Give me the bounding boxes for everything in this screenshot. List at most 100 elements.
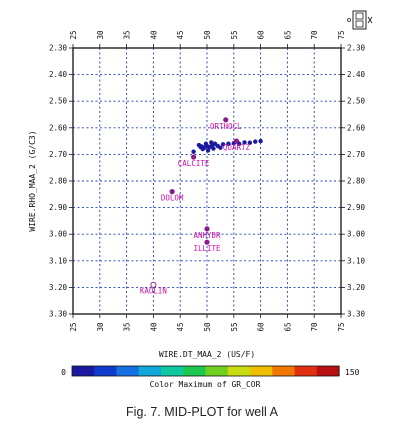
mineral-marker: [204, 239, 210, 245]
colorbar-max-label: 150: [345, 368, 360, 377]
mineral-marker: [169, 189, 175, 195]
x-tick-label-bottom: 25: [69, 322, 78, 331]
mineral-label: CALCITE: [178, 159, 210, 168]
x-tick-label-top: 30: [96, 30, 105, 40]
data-point: [191, 149, 196, 154]
data-point: [242, 140, 247, 145]
x-tick-label-top: 45: [176, 30, 185, 39]
y-tick-label-left: 2.70: [49, 150, 68, 159]
colorbar-segment: [294, 366, 318, 376]
x-tick-labels-bottom: 25 30 35 40 45 50 55 60 65 70 75: [69, 322, 346, 332]
colorbar-segment: [205, 366, 229, 376]
mineral-label: DOLOM: [161, 194, 184, 203]
data-point: [258, 138, 263, 144]
colorbar-segment: [272, 366, 296, 376]
toolbar-box[interactable]: [352, 10, 367, 30]
data-point: [226, 141, 231, 146]
x-tick-label-bottom: 35: [123, 322, 132, 331]
toolbar-widget[interactable]: [347, 10, 373, 30]
y-tick-label-right: 3.30: [347, 310, 366, 319]
toolbar-left-dot-icon: [347, 18, 351, 22]
mineral-marker: [233, 138, 240, 144]
mineral-marker: [204, 226, 210, 232]
x-axis-label: WIRE.DT_MAA_2 (US/F): [159, 350, 255, 359]
mineral-marker: [150, 281, 157, 288]
y-tick-label-right: 3.10: [347, 256, 366, 265]
mineral-label: QUARTZ: [223, 143, 251, 152]
y-tick-label-left: 3.20: [49, 283, 68, 292]
y-tick-label-right: 2.90: [347, 203, 366, 212]
x-tick-label-top: 50: [203, 30, 212, 40]
colorbar-segment: [72, 366, 95, 376]
x-tick-label-top: 35: [123, 30, 132, 39]
x-tick-label-bottom: 50: [203, 322, 212, 332]
mineral-label: ILLITE: [193, 244, 221, 253]
axis-ticks: [69, 44, 345, 318]
y-tick-label-right: 3.00: [347, 230, 366, 239]
x-tick-label-bottom: 30: [96, 322, 105, 332]
mineral-label: ANHYDR: [193, 231, 221, 240]
data-point: [203, 141, 209, 146]
mineral-markers: ORTHOCL QUARTZ CALCITE DOLOM ANHYDR ILLITE KAO…: [140, 117, 251, 296]
data-point: [220, 142, 226, 147]
x-tick-label-bottom: 40: [149, 322, 158, 332]
data-point: [209, 140, 214, 145]
mineral-marker: [191, 154, 197, 160]
x-tick-label-bottom: 70: [310, 322, 319, 332]
data-point: [253, 139, 258, 144]
colorbar-frame: [71, 365, 340, 377]
toolbar-inner-bottom-box: [355, 20, 364, 28]
y-tick-label-left: 2.80: [49, 177, 68, 186]
x-tick-label-bottom: 65: [283, 322, 292, 331]
colorbar-title: Color Maximum of GR_COR: [150, 380, 261, 389]
y-tick-label-right: 2.80: [347, 177, 366, 186]
data-point: [218, 145, 223, 150]
x-tick-label-bottom: 60: [257, 322, 266, 332]
y-tick-label-left: 3.30: [49, 310, 68, 319]
x-tick-label-bottom: 75: [337, 322, 346, 331]
colorbar: [72, 366, 340, 376]
colorbar-segment: [161, 366, 184, 376]
data-point: [198, 144, 203, 150]
colorbar-segment: [316, 366, 340, 376]
y-tick-label-right: 2.50: [347, 97, 366, 106]
mineral-label: ORTHOCL: [210, 122, 242, 131]
toolbar-inner-top-box: [355, 12, 364, 20]
close-icon[interactable]: [367, 16, 373, 24]
y-tick-label-right: 2.70: [347, 150, 366, 159]
x-tick-label-bottom: 55: [230, 322, 239, 331]
x-tick-label-top: 25: [69, 30, 78, 39]
mineral-label: KAOLIN: [140, 287, 167, 296]
y-tick-label-left: 3.00: [49, 230, 68, 239]
y-tick-label-left: 2.40: [49, 70, 68, 79]
y-tick-label-left: 2.50: [49, 97, 68, 106]
x-tick-label-top: 55: [230, 30, 239, 39]
y-tick-label-left: 2.60: [49, 123, 68, 132]
data-point: [247, 140, 253, 145]
colorbar-segment: [183, 366, 207, 376]
y-tick-label-left: 2.30: [49, 44, 68, 53]
y-tick-label-left: 2.90: [49, 203, 68, 212]
y-tick-label-right: 2.60: [347, 123, 366, 132]
colorbar-segment: [227, 366, 251, 376]
colorbar-segment: [94, 366, 118, 376]
x-tick-label-top: 65: [283, 30, 292, 39]
y-tick-label-right: 3.20: [347, 283, 366, 292]
mineral-marker: [223, 117, 229, 123]
colorbar-min-label: 0: [61, 368, 66, 377]
x-tick-label-top: 75: [337, 30, 346, 39]
y-tick-label-right: 2.30: [347, 44, 366, 53]
data-point: [211, 146, 216, 151]
figure-caption: Fig. 7. MID-PLOT for well A: [126, 405, 278, 419]
y-tick-label-right: 2.40: [347, 70, 366, 79]
y-axis-label: WIRE.RHO_MAA_2 (G/C3): [28, 130, 37, 231]
x-tick-labels-top: 25 30 35 40 45 50 55 60 65 70 75: [69, 30, 346, 40]
x-tick-label-top: 60: [257, 30, 266, 40]
colorbar-segment: [116, 366, 140, 376]
x-tick-label-top: 40: [149, 30, 158, 40]
x-tick-label-bottom: 45: [176, 322, 185, 331]
y-tick-labels-left: 2.30 2.40 2.50 2.60 2.70 2.80 2.90 3.00 3.10 3.20…: [49, 44, 68, 319]
colorbar-segment: [250, 366, 273, 376]
colorbar-segment: [138, 366, 162, 376]
